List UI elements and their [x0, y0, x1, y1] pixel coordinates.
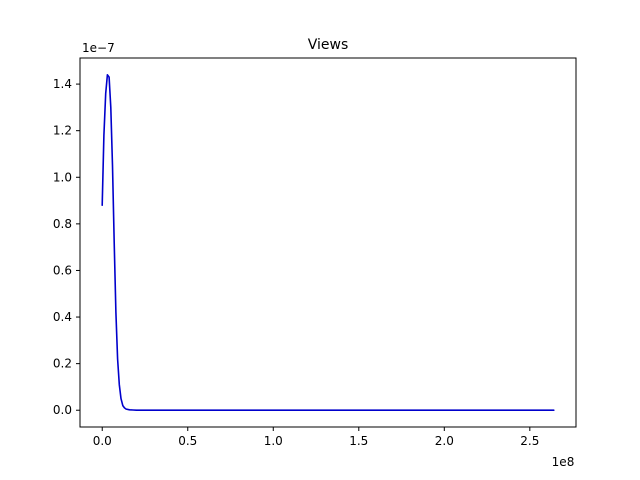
x-tick-label: 2.0: [435, 434, 454, 448]
x-tick-label: 1.0: [264, 434, 283, 448]
x-axis: 0.0 0.5 1.0 1.5 2.0 2.5: [93, 427, 539, 448]
chart-title: Views: [308, 37, 349, 53]
x-tick-label: 0.5: [178, 434, 197, 448]
x-tick-label: 1.5: [349, 434, 368, 448]
x-tick-label: 2.5: [520, 434, 539, 448]
series-line: [101, 74, 555, 412]
y-tick-label: 1.0: [53, 170, 72, 184]
x-axis-offset-label: 1e8: [552, 455, 575, 469]
y-axis-offset-label: 1e−7: [82, 41, 115, 55]
y-axis: 0.0 0.2 0.4 0.6 0.8 1.0 1.2 1.4: [53, 77, 80, 417]
y-tick-label: 1.4: [53, 77, 72, 91]
plot-area: [101, 74, 555, 412]
axes-frame: [79, 57, 577, 428]
y-tick-label: 1.2: [53, 124, 72, 138]
y-tick-label: 0.0: [53, 403, 72, 417]
y-tick-label: 0.6: [53, 263, 72, 277]
x-tick-label: 0.0: [93, 434, 112, 448]
y-tick-label: 0.4: [53, 310, 72, 324]
y-tick-label: 0.2: [53, 357, 72, 371]
y-tick-label: 0.8: [53, 217, 72, 231]
